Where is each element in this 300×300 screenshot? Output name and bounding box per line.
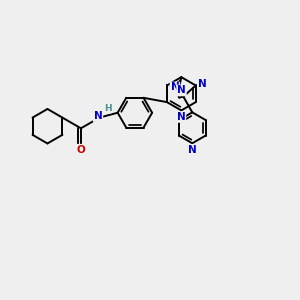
Text: N: N bbox=[198, 79, 207, 89]
Text: N: N bbox=[177, 85, 186, 95]
Text: N: N bbox=[188, 145, 197, 155]
Text: N: N bbox=[177, 112, 185, 122]
Text: N: N bbox=[170, 82, 179, 92]
Text: N: N bbox=[94, 111, 102, 121]
Text: H: H bbox=[104, 103, 111, 112]
Text: O: O bbox=[76, 145, 85, 155]
